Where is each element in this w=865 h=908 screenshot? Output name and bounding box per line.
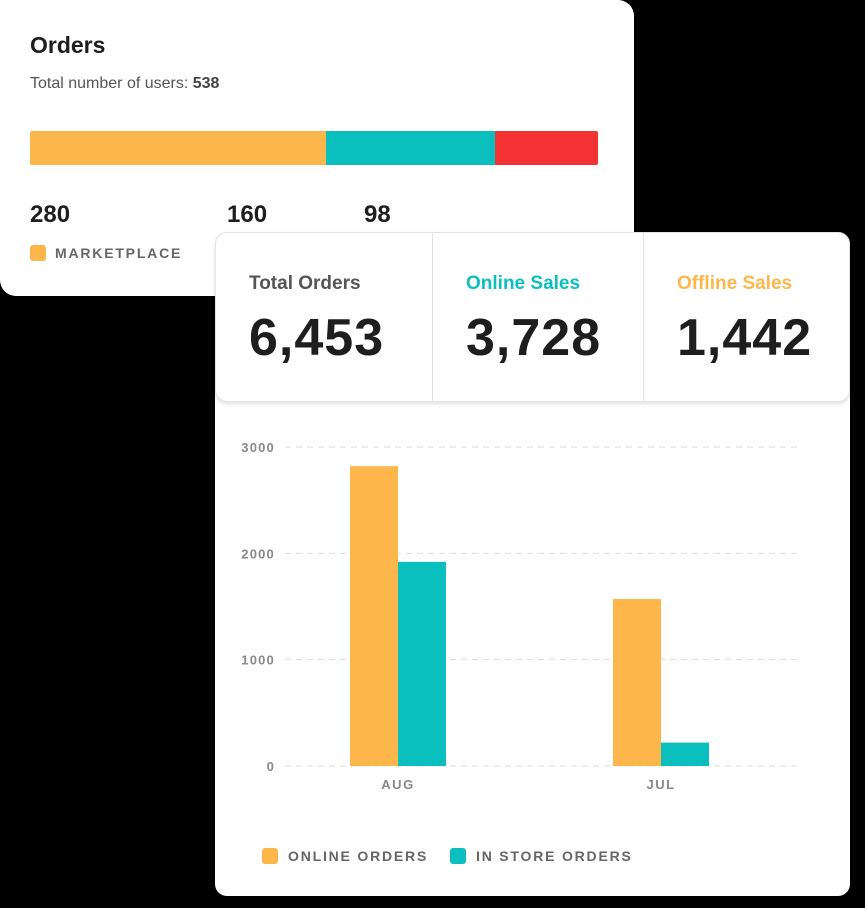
legend-in-store-orders: IN STORE ORDERS bbox=[450, 848, 633, 864]
legend-label-marketplace: MARKETPLACE bbox=[55, 245, 183, 261]
orders-stacked-bar bbox=[30, 131, 598, 165]
legend-swatch-in-store-orders bbox=[450, 848, 466, 864]
x-tick-label: JUL bbox=[646, 777, 675, 792]
metric-online-sales-value: 3,728 bbox=[466, 309, 602, 367]
legend-label-online-orders: ONLINE ORDERS bbox=[288, 848, 429, 864]
orders-subtitle: Total number of users: 538 bbox=[30, 75, 219, 93]
legend-label-in-store-orders: IN STORE ORDERS bbox=[476, 848, 633, 864]
orders-bar-chart: 0 1000 2000 3000 AUG JUL bbox=[241, 440, 800, 792]
y-tick-label: 1000 bbox=[241, 653, 275, 668]
metric-total-orders: Total Orders 6,453 bbox=[216, 233, 432, 401]
x-tick-label: AUG bbox=[381, 777, 414, 792]
segment-count-2: 160 bbox=[227, 201, 268, 228]
segment-count-marketplace: 280 bbox=[30, 201, 71, 228]
stack-segment-2 bbox=[325, 131, 495, 165]
metric-online-sales: Online Sales 3,728 bbox=[432, 233, 643, 401]
bar-online-orders-jul bbox=[613, 599, 661, 766]
metric-online-sales-label: Online Sales bbox=[466, 273, 581, 294]
legend-online-orders: ONLINE ORDERS bbox=[262, 848, 428, 864]
metric-total-orders-label: Total Orders bbox=[249, 273, 361, 294]
orders-title: Orders bbox=[30, 32, 106, 58]
orders-subtitle-label: Total number of users: bbox=[30, 75, 189, 92]
metric-offline-sales-value: 1,442 bbox=[677, 309, 813, 367]
orders-subtitle-total: 538 bbox=[192, 75, 220, 92]
legend-swatch-marketplace bbox=[30, 245, 46, 261]
y-tick-label: 3000 bbox=[241, 440, 275, 455]
legend-swatch-online-orders bbox=[262, 848, 278, 864]
y-tick-label: 2000 bbox=[241, 546, 275, 561]
metric-offline-sales: Offline Sales 1,442 bbox=[643, 233, 849, 401]
metric-total-orders-value: 6,453 bbox=[249, 309, 385, 367]
bar-in-store-orders-aug bbox=[398, 561, 446, 766]
legend-marketplace: MARKETPLACE bbox=[30, 245, 182, 261]
bar-online-orders-aug bbox=[350, 466, 398, 766]
segment-count-3: 98 bbox=[364, 201, 391, 228]
sales-card: Total Orders 6,453 Online Sales 3,728 Of… bbox=[215, 232, 850, 896]
y-tick-label: 0 bbox=[267, 759, 275, 774]
stack-segment-1 bbox=[30, 131, 326, 165]
stack-segment-3 bbox=[494, 131, 598, 165]
metric-offline-sales-label: Offline Sales bbox=[677, 273, 793, 294]
bar-in-store-orders-jul bbox=[661, 742, 709, 766]
metrics-panel: Total Orders 6,453 Online Sales 3,728 Of… bbox=[215, 232, 850, 402]
